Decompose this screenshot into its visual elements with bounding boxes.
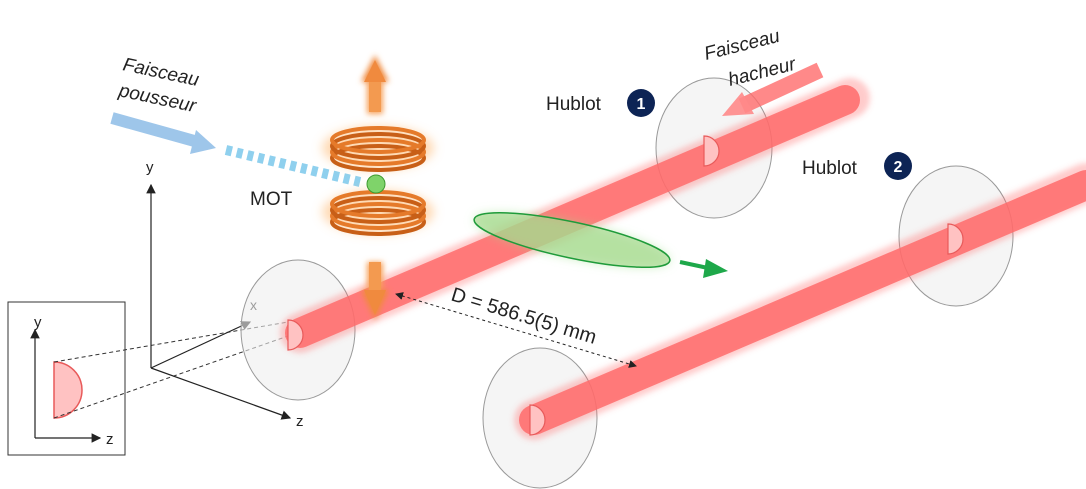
mot-atom-cloud xyxy=(366,174,386,194)
mot-down-arrow xyxy=(361,262,389,320)
inset-half-disk xyxy=(53,361,83,419)
hublot-1-number: 1 xyxy=(637,96,646,113)
main-y-axis-label: y xyxy=(146,159,154,176)
beam-profile-hublot-1 xyxy=(703,135,720,167)
hublot-2-number: 2 xyxy=(894,159,903,176)
mot-upper-coil xyxy=(322,126,434,172)
cross-section-inset: y z xyxy=(7,301,126,456)
mot-label: MOT xyxy=(250,189,293,210)
chopper-beam xyxy=(722,62,824,116)
beam-profile-front-right xyxy=(529,404,546,436)
hublot-1-badge xyxy=(627,89,655,117)
hublot-1-label: Hublot xyxy=(546,94,602,115)
mot-lower-coil xyxy=(322,190,434,236)
pusher-beam-arrow xyxy=(110,112,216,154)
main-axes xyxy=(146,183,292,420)
beam-profile-front-left xyxy=(287,319,304,351)
hublot-2-label: Hublot xyxy=(802,158,858,179)
green-motion-arrow xyxy=(679,259,728,278)
mot-up-arrow xyxy=(361,55,389,114)
beam-profile-hublot-2 xyxy=(947,223,964,255)
hublot-2-badge xyxy=(884,152,912,180)
main-z-axis-label: z xyxy=(296,413,304,430)
atom-cloud-ellipse xyxy=(473,212,671,268)
laser-beam-2 xyxy=(514,163,1086,440)
laser-beam-1 xyxy=(280,78,870,353)
inset-z-axis-label: z xyxy=(106,431,114,448)
inset-y-axis-label: y xyxy=(34,314,42,331)
pusher-beam-dashed xyxy=(224,145,362,187)
